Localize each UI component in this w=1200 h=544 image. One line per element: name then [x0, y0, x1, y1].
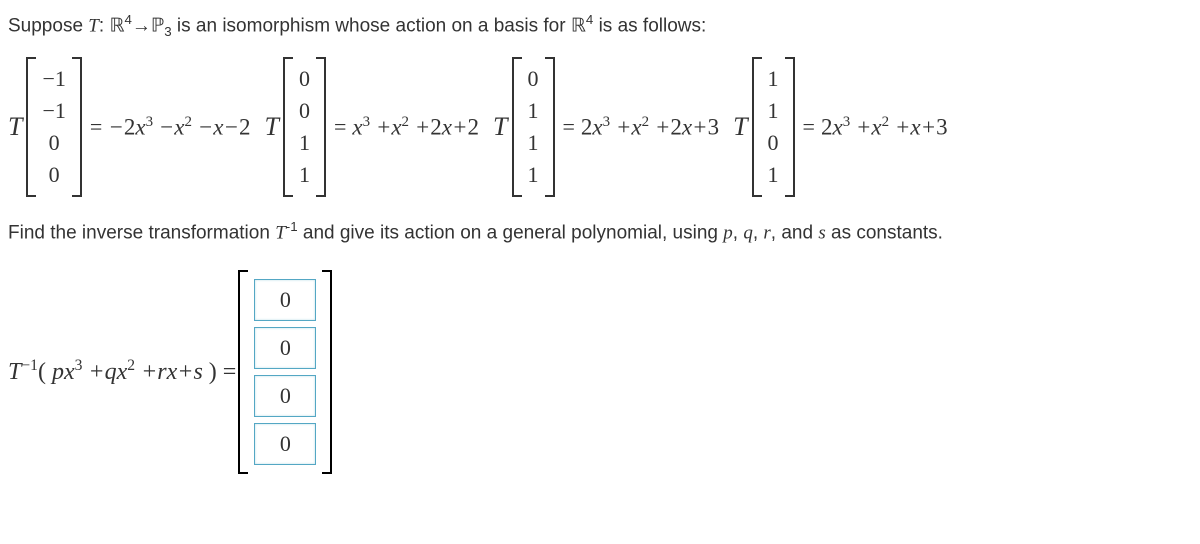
answer-vector: 0 0 0 0 — [238, 270, 332, 474]
answer-lhs: T−1( px3 +qx2 +rx+s ) = — [8, 357, 236, 386]
vector-entry: 0 — [42, 127, 65, 159]
vector-entry: 1 — [528, 95, 539, 127]
answer-cell[interactable]: 0 — [254, 423, 316, 465]
intro-line: Suppose T: ℝ4→ℙ3 is an isomorphism whose… — [8, 12, 1192, 39]
instr-c3: , and — [771, 222, 819, 243]
mapping-term: T0111=2x3 +x2 +2x+3 — [493, 57, 733, 197]
instr-pre: Find the inverse transformation — [8, 222, 275, 243]
vector-entry: −1 — [42, 95, 65, 127]
mapping-term: T1101=2x3 +x2 +x+3 — [733, 57, 962, 197]
instr-q: q — [743, 222, 753, 243]
output-polynomial: 2x3 +x2 +2x+3 — [581, 114, 719, 141]
intro-P: ℙ — [151, 15, 164, 36]
vector-entry: 0 — [299, 63, 310, 95]
bracket-right — [72, 57, 82, 197]
intro-arrow: → — [132, 15, 151, 36]
intro-pre: Suppose — [8, 15, 88, 36]
instr-s: s — [818, 222, 825, 243]
input-vector: 0111 — [512, 57, 555, 197]
T-label: T — [8, 112, 22, 142]
vector-entry: 1 — [768, 159, 779, 191]
instr-p: p — [723, 222, 733, 243]
vector-entry: 0 — [299, 95, 310, 127]
bracket-left — [512, 57, 522, 197]
input-vector: 0011 — [283, 57, 326, 197]
intro-exp2: 3 — [164, 24, 171, 39]
instr-exp: -1 — [286, 219, 298, 234]
bracket-right — [785, 57, 795, 197]
bracket-left — [283, 57, 293, 197]
bracket-left — [238, 270, 248, 474]
vector-col: 1101 — [762, 57, 785, 197]
bracket-left — [26, 57, 36, 197]
input-vector: −1−100 — [26, 57, 81, 197]
answer-col: 0 0 0 0 — [248, 270, 322, 474]
instr-c2: , — [753, 222, 764, 243]
answer-cell[interactable]: 0 — [254, 375, 316, 417]
intro-R: ℝ — [109, 15, 124, 36]
mapping-term: T−1−100=−2x3 −x2 −x−2 — [8, 57, 264, 197]
equals-sign: = — [334, 114, 346, 140]
answer-line: T−1( px3 +qx2 +rx+s ) = 0 0 0 0 — [8, 270, 1192, 474]
intro-exp1: 4 — [125, 12, 132, 27]
intro-R2: ℝ — [571, 15, 586, 36]
vector-entry: 1 — [299, 159, 310, 191]
instr-mid: and give its action on a general polynom… — [298, 222, 724, 243]
bracket-left — [752, 57, 762, 197]
input-vector: 1101 — [752, 57, 795, 197]
vector-col: 0111 — [522, 57, 545, 197]
T-label: T — [264, 112, 278, 142]
instr-c1: , — [733, 222, 744, 243]
mapping-row: T−1−100=−2x3 −x2 −x−2T0011=x3 +x2 +2x+2T… — [8, 57, 1192, 197]
answer-cell[interactable]: 0 — [254, 327, 316, 369]
bracket-right — [322, 270, 332, 474]
vector-entry: 0 — [528, 63, 539, 95]
vector-entry: 1 — [528, 159, 539, 191]
vector-col: −1−100 — [36, 57, 71, 197]
output-polynomial: −2x3 −x2 −x−2 — [108, 114, 250, 141]
vector-entry: 1 — [768, 63, 779, 95]
T-label: T — [733, 112, 747, 142]
vector-entry: 1 — [528, 127, 539, 159]
vector-entry: 1 — [299, 127, 310, 159]
vector-entry: 0 — [42, 159, 65, 191]
mapping-term: T0011=x3 +x2 +2x+2 — [264, 57, 493, 197]
output-polynomial: 2x3 +x2 +x+3 — [821, 114, 948, 141]
instr-T: T — [275, 222, 286, 243]
bracket-right — [316, 57, 326, 197]
bracket-right — [545, 57, 555, 197]
vector-entry: 0 — [768, 127, 779, 159]
intro-T: T — [88, 15, 99, 36]
vector-entry: 1 — [768, 95, 779, 127]
T-label: T — [493, 112, 507, 142]
intro-colon: : — [99, 15, 110, 36]
equals-sign: = — [803, 114, 815, 140]
vector-col: 0011 — [293, 57, 316, 197]
output-polynomial: x3 +x2 +2x+2 — [352, 114, 479, 141]
vector-entry: −1 — [42, 63, 65, 95]
instruction-line: Find the inverse transformation T-1 and … — [8, 219, 1192, 244]
intro-tail: is as follows: — [593, 15, 706, 36]
instr-r: r — [763, 222, 770, 243]
equals-sign: = — [563, 114, 575, 140]
equals-sign: = — [90, 114, 102, 140]
instr-tail: as constants. — [826, 222, 943, 243]
intro-post: is an isomorphism whose action on a basi… — [172, 15, 571, 36]
answer-cell[interactable]: 0 — [254, 279, 316, 321]
